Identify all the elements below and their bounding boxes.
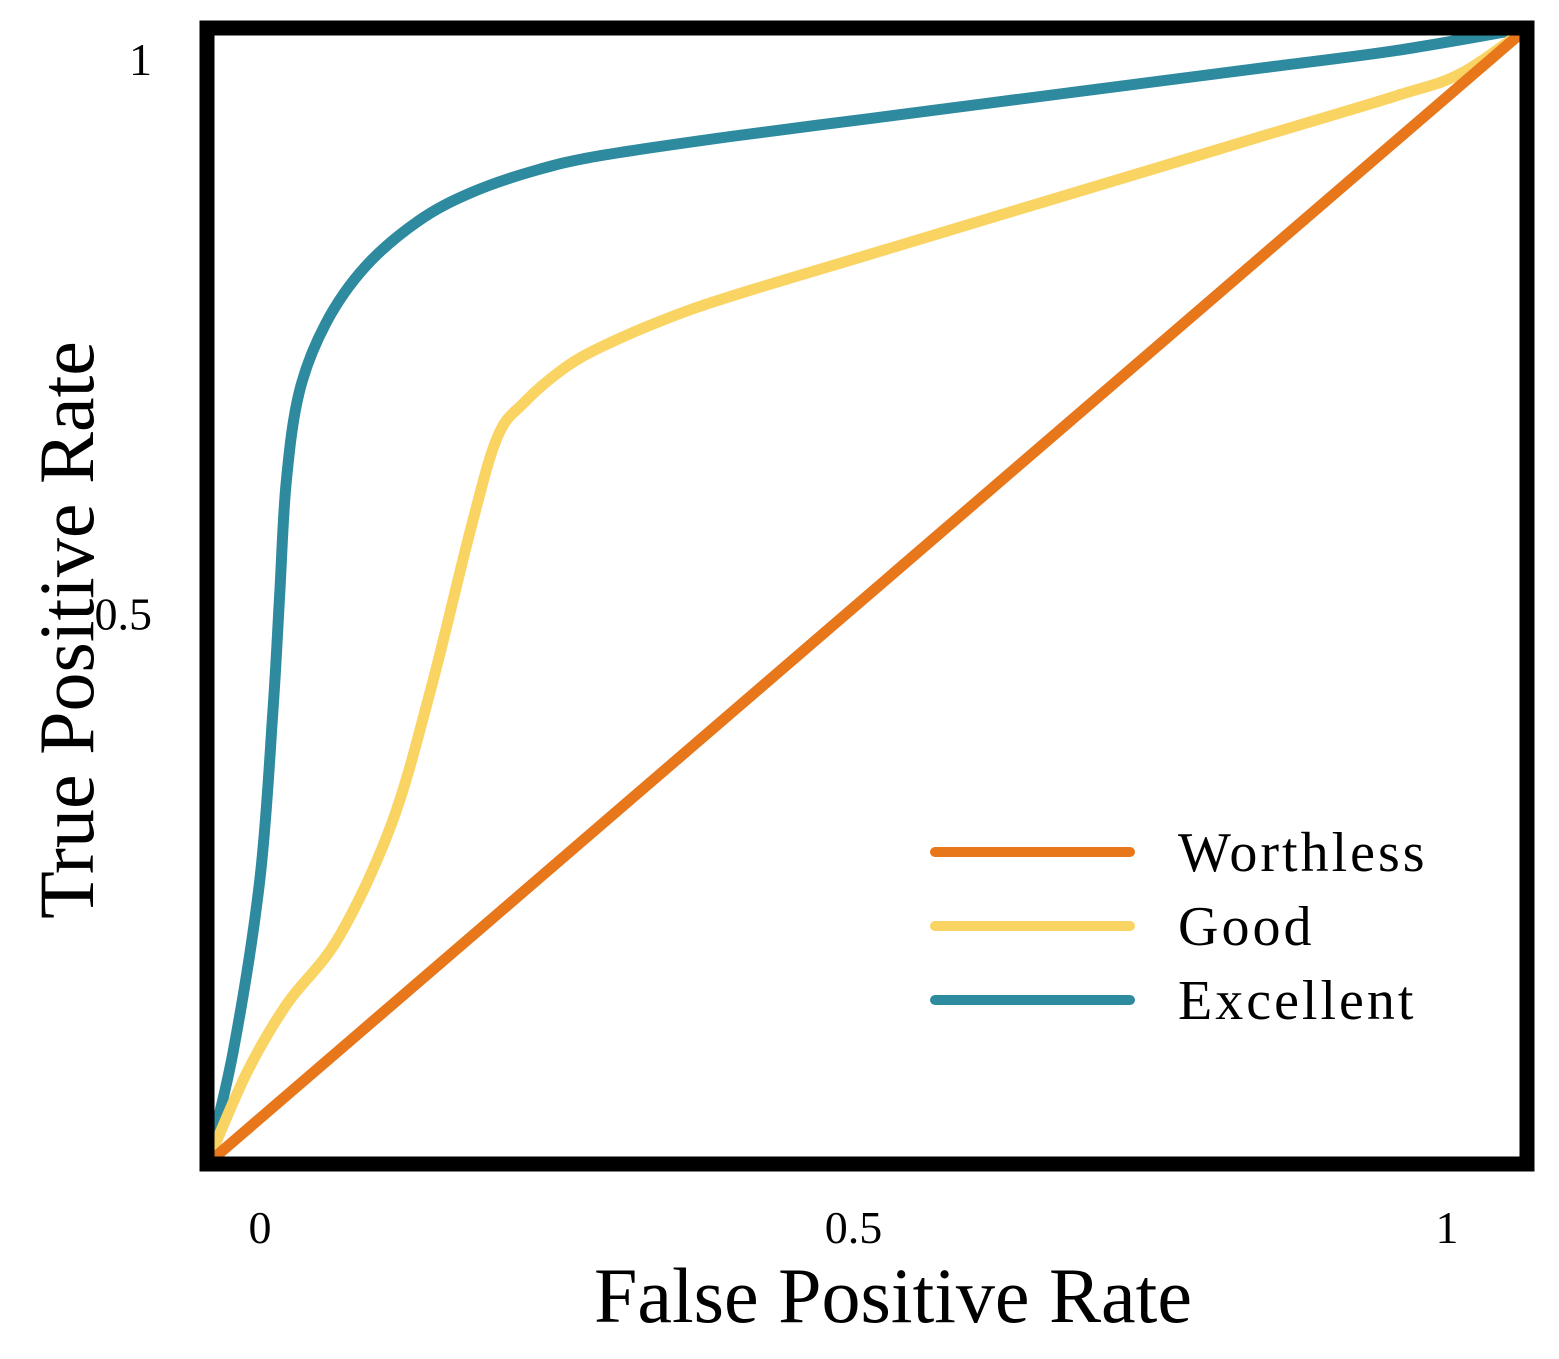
plot-frame — [199, 20, 1535, 1172]
y-tick-label: 0.5 — [95, 589, 153, 640]
legend-label-worthless: Worthless — [1178, 822, 1428, 884]
legend-label-good: Good — [1178, 896, 1314, 958]
y-axis-title: True Positive Rate — [23, 341, 110, 919]
x-tick-label: 0 — [249, 1202, 272, 1253]
legend-label-excellent: Excellent — [1178, 970, 1416, 1032]
x-tick-label: 1 — [1436, 1202, 1459, 1253]
legend: Worthless Good Excellent — [930, 822, 1428, 1032]
series-line-worthless — [201, 22, 1533, 1170]
tick-labels: 0 0.5 1 0.5 1 — [95, 34, 1459, 1253]
series-line-good — [201, 22, 1533, 1170]
y-tick-label: 1 — [129, 34, 152, 85]
series-layer — [201, 22, 1533, 1170]
series-line-excellent — [201, 22, 1533, 1170]
x-axis-title: False Positive Rate — [594, 1252, 1192, 1339]
x-tick-label: 0.5 — [825, 1202, 883, 1253]
